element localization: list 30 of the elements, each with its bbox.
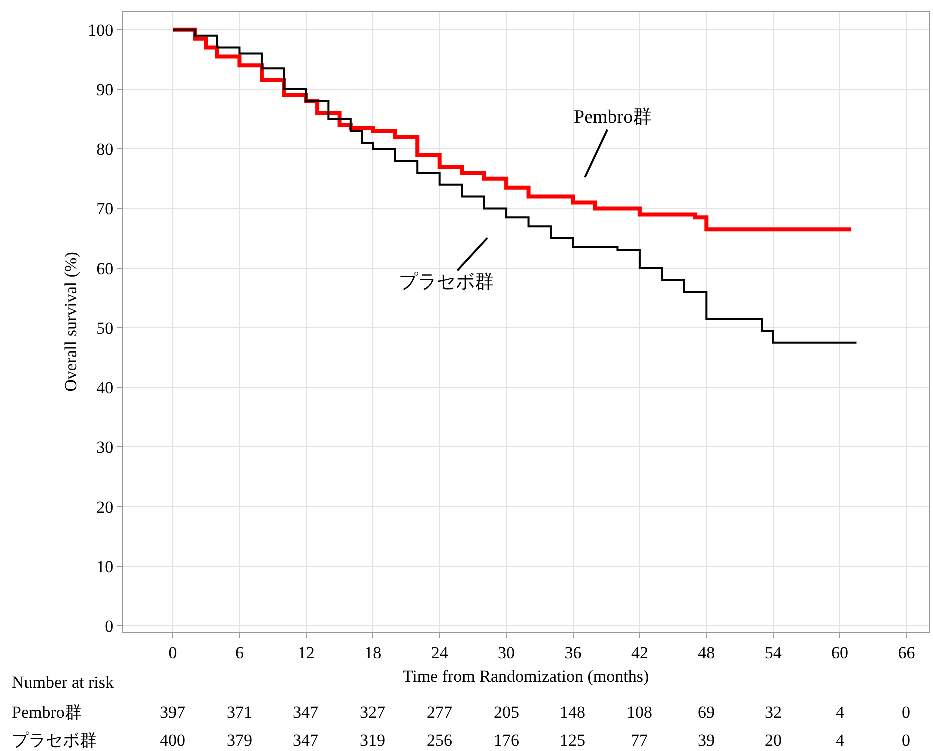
x-tick-label: 42 xyxy=(631,643,648,662)
y-tick-label: 70 xyxy=(96,200,114,219)
y-tick-label: 30 xyxy=(96,438,114,458)
y-tick-label: 10 xyxy=(96,557,114,576)
x-axis-title: Time from Randomization (months) xyxy=(402,666,650,686)
y-tick-label: 40 xyxy=(96,378,114,398)
y-tick-label: 0 xyxy=(105,616,114,636)
x-tick-label: 6 xyxy=(235,643,244,662)
x-tick-label: 48 xyxy=(698,643,716,662)
x-tick-label: 0 xyxy=(168,643,178,662)
x-tick-label: 12 xyxy=(298,643,315,662)
x-tick-label: 24 xyxy=(431,643,449,662)
x-tick-label: 18 xyxy=(364,643,382,662)
y-tick-label: 90 xyxy=(96,80,114,100)
y-tick-label: 20 xyxy=(96,498,114,517)
y-tick-label: 60 xyxy=(96,259,114,278)
x-tick-label: 36 xyxy=(564,643,582,662)
text: Number at risk xyxy=(12,673,114,692)
y-tick-label: 50 xyxy=(96,318,114,338)
text: プラセボ群 400 379 347 319 256 176 125 77 39 20 4 0 xyxy=(12,731,910,750)
x-tick-label: 60 xyxy=(832,643,849,662)
x-tick-label: 30 xyxy=(498,643,516,662)
y-axis-title: Overall survival (%) xyxy=(62,252,81,392)
annotation: プラセボ群 xyxy=(399,272,494,293)
y-tick-label: 100 xyxy=(88,20,114,40)
annotation: Pembro群 xyxy=(574,107,652,128)
x-tick-label: 66 xyxy=(898,643,916,662)
text: Pembro群 397 371 347 327 277 205 148 108 69 32 4 0 xyxy=(12,703,910,722)
x-tick-label: 54 xyxy=(764,643,782,662)
y-tick-label: 80 xyxy=(96,140,114,160)
